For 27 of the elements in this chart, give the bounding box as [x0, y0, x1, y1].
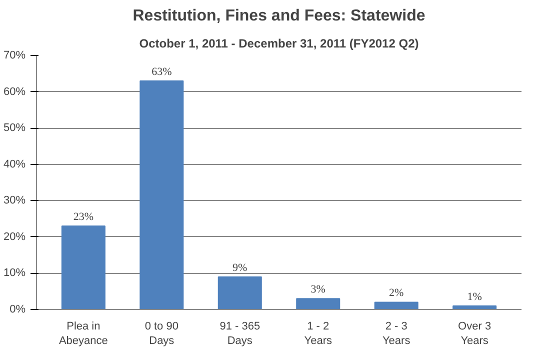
x-tick-label: 1 - 2 Years: [304, 320, 332, 347]
bar: [374, 302, 418, 310]
x-tick-label: Over 3 Years: [458, 320, 492, 347]
y-tick-label: 30%: [3, 194, 26, 207]
data-label: 9%: [232, 262, 248, 274]
y-tick-label: 40%: [3, 158, 26, 170]
bar: [61, 226, 106, 310]
chart-title: Restitution, Fines and Fees: Statewide: [132, 8, 426, 24]
bar: [296, 298, 340, 310]
data-label: 2%: [389, 287, 404, 300]
bar: [218, 276, 262, 310]
y-tick-label: 70%: [3, 50, 26, 62]
y-tick-label: 50%: [3, 122, 26, 134]
x-tick-label: 2 - 3 Years: [382, 320, 411, 347]
bar: [140, 80, 184, 310]
y-tick-label: 20%: [3, 230, 26, 243]
y-tick-label: 0%: [10, 304, 26, 316]
y-tick-label: 10%: [3, 267, 26, 280]
data-label: 63%: [152, 66, 172, 78]
data-label: 23%: [73, 211, 94, 224]
data-label: 3%: [310, 284, 326, 296]
x-tick-label: Plea in Abeyance: [58, 320, 108, 347]
x-tick-label: 0 to 90 Days: [144, 320, 178, 347]
x-tick-label: 91 - 365 Days: [220, 320, 260, 347]
chart-subtitle: October 1, 2011 - December 31, 2011 (FY2012 Q2): [139, 36, 419, 50]
y-tick-label: 60%: [3, 86, 26, 98]
data-label: 1%: [467, 290, 482, 303]
